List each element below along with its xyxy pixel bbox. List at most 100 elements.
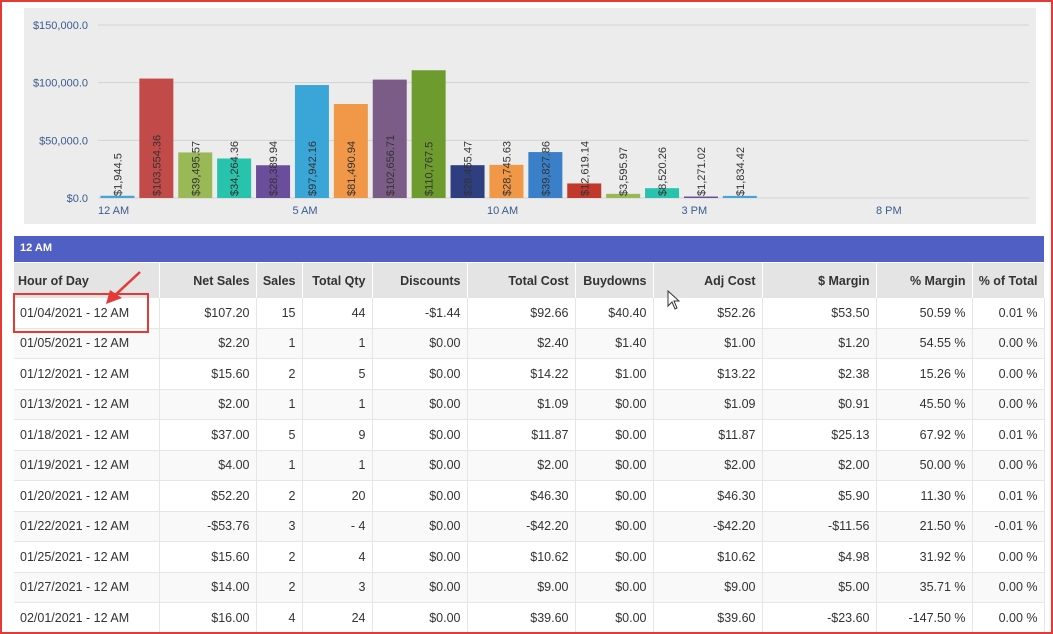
table-cell: $52.26 (653, 298, 763, 329)
bar[interactable] (139, 78, 174, 198)
table-cell: $0.00 (575, 511, 654, 542)
bar[interactable] (567, 183, 602, 198)
bar-data-label: $28,455.47 (463, 141, 475, 196)
table-cell: $0.00 (372, 389, 468, 420)
bar[interactable] (411, 70, 446, 198)
bar[interactable] (372, 79, 407, 198)
table-cell: 2 (256, 572, 303, 603)
table-row[interactable]: 01/18/2021 - 12 AM $37.00 5 9 $0.00 $11.87 $0.… (14, 419, 1045, 451)
table-cell: -$53.76 (159, 511, 257, 542)
table-cell: $0.00 (372, 602, 468, 632)
bar[interactable] (333, 104, 368, 198)
table-cell: 15 (256, 298, 303, 329)
table-cell: 0.00 % (972, 450, 1045, 481)
bar[interactable] (722, 195, 757, 198)
col-pct-margin[interactable]: % Margin (876, 263, 973, 298)
bar[interactable] (256, 165, 291, 198)
table-cell: 0.01 % (972, 298, 1045, 329)
table-cell: 0.00 % (972, 602, 1045, 632)
table-cell: $15.60 (159, 358, 257, 390)
bar-data-label: $12,619.14 (579, 141, 591, 196)
table-cell: $1.09 (467, 389, 576, 420)
table-cell: $39.60 (467, 602, 576, 632)
col-dollar-margin[interactable]: $ Margin (762, 263, 877, 298)
col-total-qty[interactable]: Total Qty (302, 263, 373, 298)
table-cell: -0.01 % (972, 511, 1045, 542)
bar[interactable] (294, 85, 329, 198)
col-discounts[interactable]: Discounts (372, 263, 468, 298)
col-hour-of-day[interactable]: Hour of Day (14, 263, 160, 298)
table-cell: $40.40 (575, 298, 654, 329)
bar-data-label: $8,520.26 (657, 147, 669, 196)
table-cell: 1 (256, 328, 303, 359)
bar-data-label: $81,490.94 (346, 141, 358, 196)
table-cell: 5 (302, 358, 373, 390)
bar-data-label: $1,834.42 (735, 147, 747, 196)
table-cell: 45.50 % (876, 389, 973, 420)
table-cell: $14.00 (159, 572, 257, 603)
col-adj-cost[interactable]: Adj Cost (653, 263, 763, 298)
bar-data-label: $28,745.63 (501, 141, 513, 196)
table-cell: 1 (256, 450, 303, 481)
table-cell: 21.50 % (876, 511, 973, 542)
table-cell: 35.71 % (876, 572, 973, 603)
table-cell: 1 (256, 389, 303, 420)
table-cell: 1 (302, 450, 373, 481)
table-cell: 1 (302, 328, 373, 359)
table-row[interactable]: 01/19/2021 - 12 AM $4.00 1 1 $0.00 $2.00 $0.00… (14, 450, 1045, 481)
table-row[interactable]: 01/25/2021 - 12 AM $15.60 2 4 $0.00 $10.62 $0.… (14, 541, 1045, 573)
table-cell: 50.59 % (876, 298, 973, 329)
table-cell: $14.22 (467, 358, 576, 390)
bar[interactable] (489, 164, 524, 198)
bar[interactable] (683, 196, 718, 198)
table-cell: $92.66 (467, 298, 576, 329)
section-header[interactable]: 12 AM (14, 236, 1044, 262)
table-row[interactable]: 01/04/2021 - 12 AM $107.20 15 44 -$1.44 $92.6… (14, 298, 1045, 329)
table-cell: $0.00 (372, 328, 468, 359)
bar[interactable] (528, 152, 563, 198)
col-buydowns[interactable]: Buydowns (575, 263, 654, 298)
table-cell: $0.00 (575, 572, 654, 603)
table-cell: $2.00 (159, 389, 257, 420)
bar-data-label: $28,389.94 (268, 141, 280, 196)
table-cell: 0.00 % (972, 541, 1045, 573)
table-cell: $0.00 (372, 541, 468, 573)
annotation-arrow-icon (106, 271, 141, 304)
table-row[interactable]: 01/27/2021 - 12 AM $14.00 2 3 $0.00 $9.00 $0.0… (14, 572, 1045, 603)
bar[interactable] (217, 158, 252, 198)
x-tick-label: 5 AM (293, 205, 318, 217)
table-cell: $13.22 (653, 358, 763, 390)
bar[interactable] (645, 188, 680, 198)
table-row[interactable]: 01/05/2021 - 12 AM $2.20 1 1 $0.00 $2.40 $1.40… (14, 328, 1045, 359)
x-tick-label: 12 AM (98, 205, 129, 217)
table-cell: $2.00 (762, 450, 877, 481)
table-cell: $1.09 (653, 389, 763, 420)
col-net-sales[interactable]: Net Sales (159, 263, 257, 298)
table-cell: $9.00 (467, 572, 576, 603)
col-sales[interactable]: Sales (256, 263, 303, 298)
bar[interactable] (606, 193, 641, 198)
table-cell: $2.00 (467, 450, 576, 481)
table-row[interactable]: 02/01/2021 - 12 AM $16.00 4 24 $0.00 $39.60 $0… (14, 602, 1045, 632)
col-pct-of-total[interactable]: % of Total (972, 263, 1045, 298)
table-row[interactable]: 01/13/2021 - 12 AM $2.00 1 1 $0.00 $1.09 $0.00… (14, 389, 1045, 420)
bar[interactable] (100, 195, 135, 198)
table-row[interactable]: 01/20/2021 - 12 AM $52.20 2 20 $0.00 $46.30 $0… (14, 480, 1045, 512)
table-cell: 01/20/2021 - 12 AM (14, 480, 160, 512)
table-row[interactable]: 01/22/2021 - 12 AM -$53.76 3- 4 $0.00 -$42.2… (14, 511, 1045, 542)
table-cell: 9 (302, 419, 373, 451)
table-cell: 31.92 % (876, 541, 973, 573)
col-total-cost[interactable]: Total Cost (467, 263, 576, 298)
table-cell: 24 (302, 602, 373, 632)
bar-data-label: $34,264.36 (229, 141, 241, 196)
bar[interactable] (450, 165, 485, 198)
bar-data-label: $1,271.02 (696, 147, 708, 196)
y-tick-label: $0.0 (67, 193, 88, 205)
table-row[interactable]: 01/12/2021 - 12 AM $15.60 2 5 $0.00 $14.22 $1.… (14, 358, 1045, 390)
table-cell: 20 (302, 480, 373, 512)
table-cell: $0.00 (575, 389, 654, 420)
y-tick-label: $150,000.0 (33, 20, 88, 32)
bar-data-label: $39,827.86 (540, 141, 552, 196)
table-cell: -$23.60 (762, 602, 877, 632)
bar[interactable] (178, 152, 213, 198)
